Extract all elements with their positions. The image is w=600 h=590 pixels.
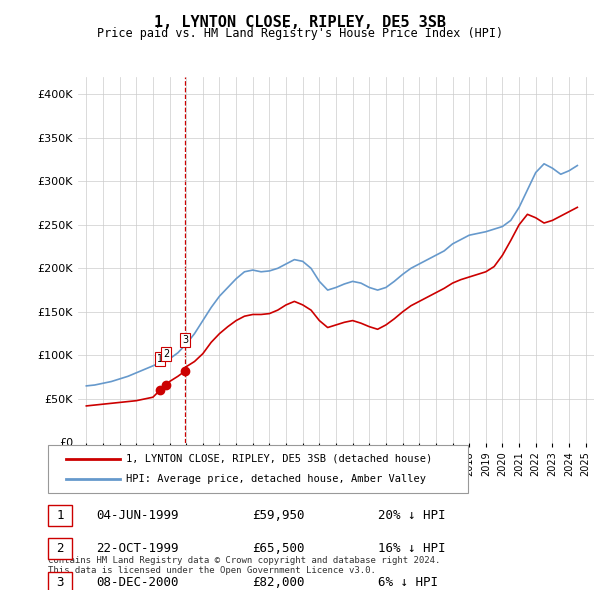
Text: 08-DEC-2000: 08-DEC-2000 xyxy=(96,576,179,589)
Text: 2: 2 xyxy=(56,542,64,555)
Text: £65,500: £65,500 xyxy=(252,542,305,555)
Text: HPI: Average price, detached house, Amber Valley: HPI: Average price, detached house, Ambe… xyxy=(126,474,426,484)
Text: Price paid vs. HM Land Registry's House Price Index (HPI): Price paid vs. HM Land Registry's House … xyxy=(97,27,503,40)
Text: 1: 1 xyxy=(56,509,64,522)
Text: 16% ↓ HPI: 16% ↓ HPI xyxy=(378,542,445,555)
Text: 04-JUN-1999: 04-JUN-1999 xyxy=(96,509,179,522)
Text: 1, LYNTON CLOSE, RIPLEY, DE5 3SB (detached house): 1, LYNTON CLOSE, RIPLEY, DE5 3SB (detach… xyxy=(126,454,432,464)
Text: 2: 2 xyxy=(163,349,170,359)
Text: 20% ↓ HPI: 20% ↓ HPI xyxy=(378,509,445,522)
Text: 1, LYNTON CLOSE, RIPLEY, DE5 3SB: 1, LYNTON CLOSE, RIPLEY, DE5 3SB xyxy=(154,15,446,30)
Text: 3: 3 xyxy=(182,335,188,345)
Text: 3: 3 xyxy=(56,576,64,589)
Text: 6% ↓ HPI: 6% ↓ HPI xyxy=(378,576,438,589)
Text: £82,000: £82,000 xyxy=(252,576,305,589)
Text: Contains HM Land Registry data © Crown copyright and database right 2024.
This d: Contains HM Land Registry data © Crown c… xyxy=(48,556,440,575)
Text: £59,950: £59,950 xyxy=(252,509,305,522)
Text: 1: 1 xyxy=(157,354,163,364)
Text: 22-OCT-1999: 22-OCT-1999 xyxy=(96,542,179,555)
